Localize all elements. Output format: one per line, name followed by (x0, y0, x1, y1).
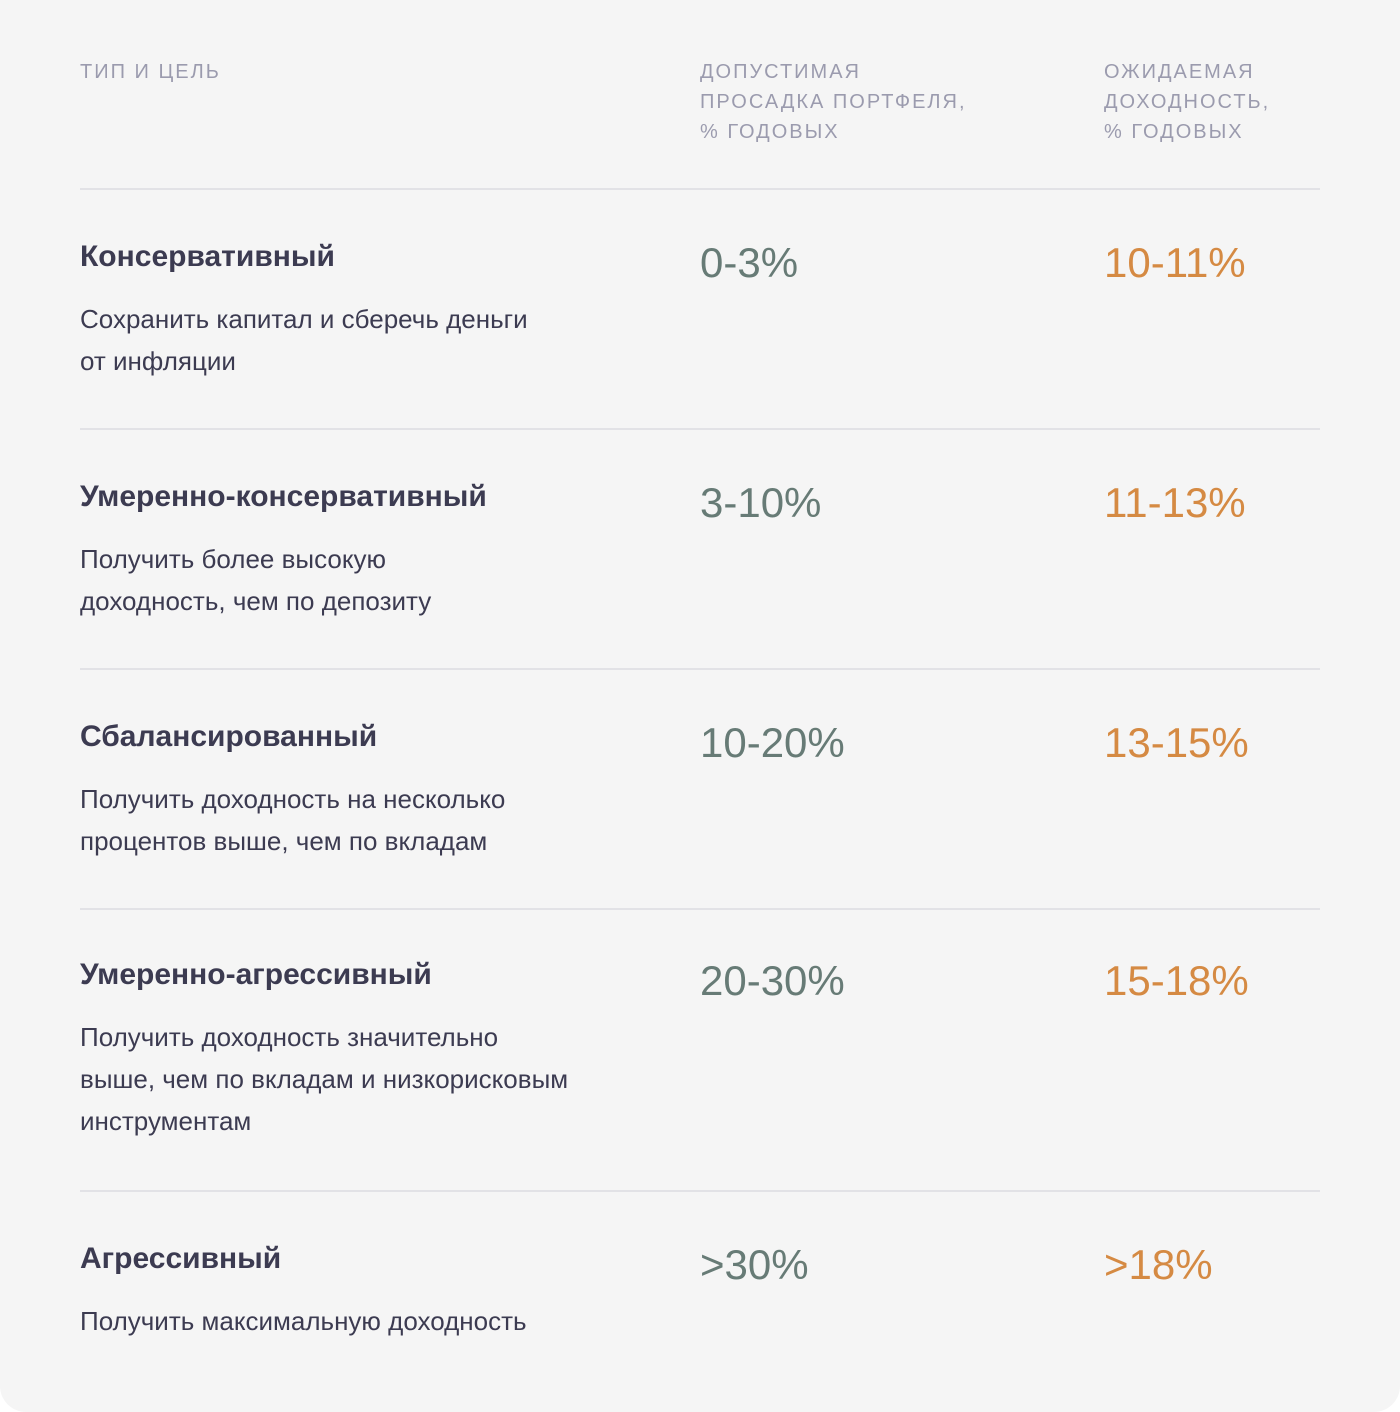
header-type-goal: ТИП И ЦЕЛЬ (80, 61, 221, 83)
header-drawdown: ДОПУСТИМАЯ ПРОСАДКА ПОРТФЕЛЯ, % ГОДОВЫХ (700, 57, 967, 147)
header-drawdown-line: % ГОДОВЫХ (700, 121, 840, 143)
return-value: 15-18% (1104, 957, 1249, 1004)
row-title: Умеренно-агрессивный (80, 958, 432, 991)
row-title: Умеренно-консервативный (80, 480, 487, 513)
row-description: Сохранить капитал и сберечь деньги от ин… (80, 304, 528, 376)
drawdown-value: >30% (700, 1241, 809, 1288)
drawdown-value: 20-30% (700, 957, 845, 1004)
drawdown-value: 3-10% (700, 479, 822, 526)
row-description: Получить максимальную доходность (80, 1306, 527, 1336)
return-value: >18% (1104, 1241, 1213, 1288)
divider (80, 668, 1320, 670)
row-description: Получить доходность значительно выше, че… (80, 1022, 569, 1136)
return-value: 11-13% (1104, 479, 1246, 526)
row-description: Получить доходность на несколько процент… (80, 784, 506, 856)
header-return-line: ДОХОДНОСТЬ, (1104, 91, 1271, 113)
divider (80, 428, 1320, 430)
return-value: 13-15% (1104, 719, 1249, 766)
row-title: Консервативный (80, 240, 335, 273)
header-drawdown-line: ДОПУСТИМАЯ (700, 61, 861, 83)
divider (80, 188, 1320, 190)
row-title: Сбалансированный (80, 720, 378, 753)
header-return-line: ОЖИДАЕМАЯ (1104, 61, 1255, 83)
row-description: Получить более высокую доходность, чем п… (80, 544, 432, 616)
divider (80, 1190, 1320, 1192)
header-drawdown-line: ПРОСАДКА ПОРТФЕЛЯ, (700, 91, 967, 113)
header-return: ОЖИДАЕМАЯ ДОХОДНОСТЬ, % ГОДОВЫХ (1104, 57, 1270, 147)
row-title: Агрессивный (80, 1242, 282, 1275)
header-return-line: % ГОДОВЫХ (1104, 121, 1244, 143)
drawdown-value: 0-3% (700, 239, 799, 286)
divider (80, 908, 1320, 910)
return-value: 10-11% (1104, 239, 1246, 286)
drawdown-value: 10-20% (700, 719, 845, 766)
